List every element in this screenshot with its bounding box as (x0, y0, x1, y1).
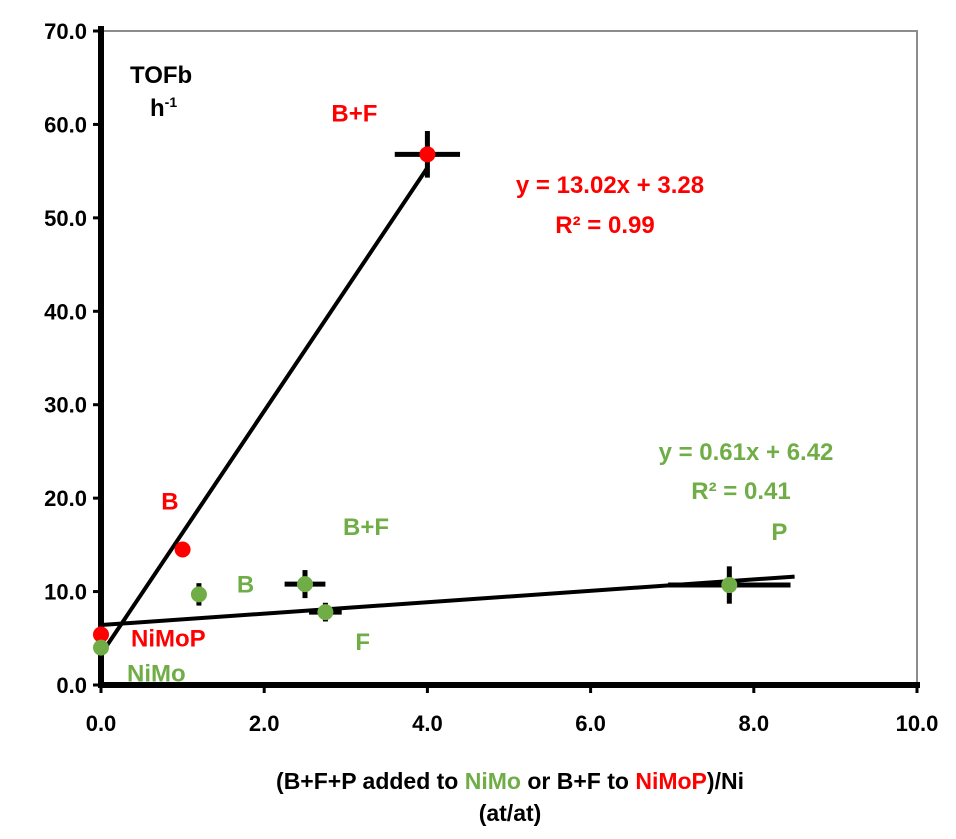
data-point (93, 639, 109, 656)
x-tick-label: 0.0 (86, 711, 117, 736)
point-label: B+F (331, 100, 377, 127)
red-r-squared: R² = 0.99 (555, 212, 654, 239)
y-axis-title-line1: TOFb (130, 62, 192, 89)
data-point (317, 604, 334, 621)
point-label: NiMo (127, 661, 186, 688)
data-point (297, 576, 313, 593)
y-axis-unit-exponent: -1 (165, 94, 178, 110)
point-label: F (355, 629, 370, 656)
x-axis-title-units: (at/at) (478, 800, 542, 826)
data-points (93, 146, 738, 656)
y-axis-title-line2: h-1 (150, 94, 177, 122)
x-axis-title-nimo: NiMo (464, 768, 521, 794)
x-tick-label: 10.0 (896, 711, 939, 736)
y-tick-label: 30.0 (44, 393, 87, 418)
y-axis-unit: h (150, 95, 165, 122)
x-tick-label: 4.0 (412, 711, 443, 736)
x-axis-title-part1: (B+F+P added to (276, 768, 465, 794)
green-equation: y = 0.61x + 6.42 (659, 439, 834, 466)
y-tick-label: 70.0 (44, 19, 87, 44)
point-label: B+F (343, 514, 389, 541)
data-point (721, 577, 738, 594)
x-tick-label: 8.0 (739, 711, 770, 736)
x-axis-title: (B+F+P added to NiMo or B+F to NiMoP)/Ni (100, 768, 920, 795)
y-tick-label: 20.0 (44, 486, 87, 511)
point-label: B (161, 489, 178, 516)
y-tick-label: 50.0 (44, 206, 87, 231)
x-axis-title-part3: or B+F to (520, 768, 636, 794)
data-point (174, 541, 191, 558)
point-label: B (237, 571, 254, 598)
data-point (419, 146, 436, 163)
y-tick-label: 0.0 (56, 673, 87, 698)
trendline (99, 166, 430, 656)
x-axis-title-nimop: NiMoP (635, 768, 707, 794)
data-point (93, 626, 109, 643)
point-label: NiMoP (131, 626, 206, 653)
x-axis-title-part5: )/Ni (706, 768, 744, 794)
point-label: P (771, 519, 787, 546)
labels: NiMoP B B+F NiMo B B+F F P (127, 100, 787, 687)
x-tick-label: 2.0 (249, 711, 280, 736)
plot-frame (100, 30, 918, 686)
y-tick-label: 60.0 (44, 112, 87, 137)
ticks: 0.0 10.0 20.0 30.0 40.0 50.0 60.0 70.0 0.0 2.0 4.0… (44, 19, 938, 736)
green-r-squared: R² = 0.41 (691, 478, 790, 505)
x-tick-label: 6.0 (575, 711, 606, 736)
trendlines (99, 166, 795, 656)
axes (98, 26, 920, 688)
y-tick-label: 40.0 (44, 299, 87, 324)
data-point (190, 586, 207, 603)
y-tick-label: 10.0 (44, 580, 87, 605)
red-equation: y = 13.02x + 3.28 (516, 172, 704, 199)
trendline (100, 574, 795, 628)
